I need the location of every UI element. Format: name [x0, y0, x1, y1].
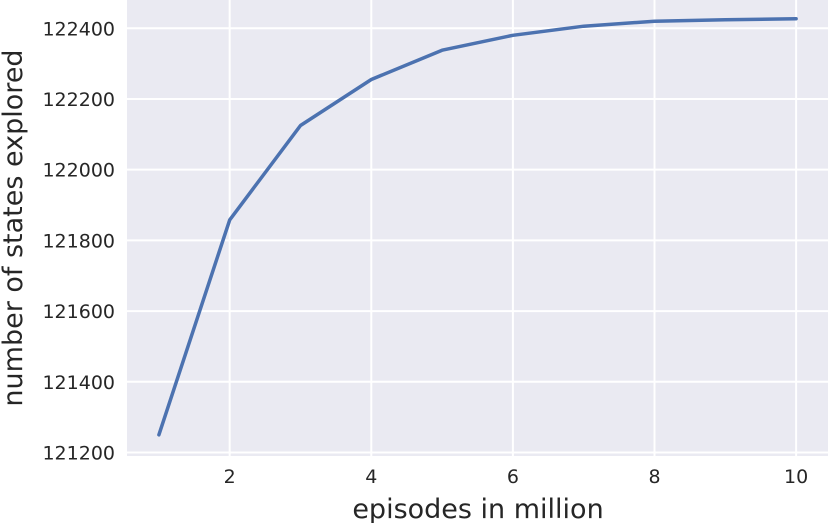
x-axis-label: episodes in million: [352, 494, 603, 523]
grid: [127, 0, 828, 456]
y-tick-label: 121800: [42, 230, 115, 252]
x-tick-label: 4: [365, 466, 377, 488]
tick-labels: 2 4 6 8 10 121200 121400 121600 121800 122000 1222…: [42, 18, 808, 488]
y-tick-label: 122000: [42, 160, 115, 182]
series-line: [157, 16, 798, 437]
y-tick-label: 122200: [42, 89, 115, 111]
x-tick-label: 8: [648, 466, 660, 488]
x-tick-label: 6: [507, 466, 519, 488]
x-tick-label: 2: [224, 466, 236, 488]
y-tick-label: 121600: [42, 301, 115, 323]
series-layer: [157, 16, 798, 437]
plot-area: [127, 0, 828, 456]
y-tick-label: 121200: [42, 442, 115, 464]
x-tick-label: 10: [784, 466, 808, 488]
y-axis-label: number of states explored: [0, 49, 29, 406]
y-tick-label: 121400: [42, 372, 115, 394]
y-tick-label: 122400: [42, 18, 115, 40]
